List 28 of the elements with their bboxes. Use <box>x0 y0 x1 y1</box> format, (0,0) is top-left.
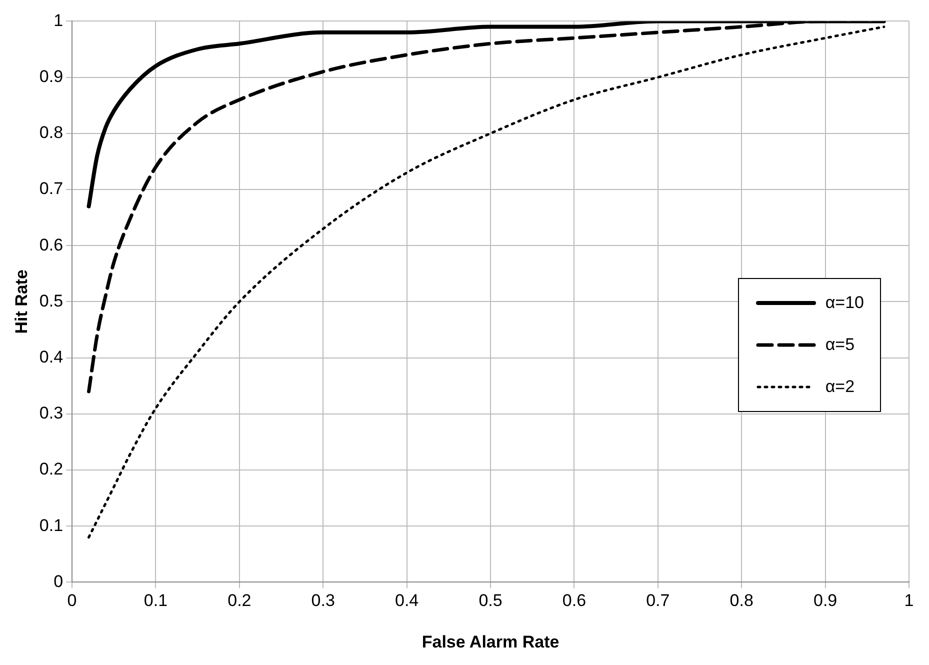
y-axis-title: Hit Rate <box>12 270 31 334</box>
x-tick-label: 0.5 <box>478 591 502 610</box>
legend-label: α=2 <box>825 377 855 397</box>
x-tick-label: 0.9 <box>813 591 838 610</box>
y-tick-label: 1 <box>54 10 64 30</box>
y-tick-label: 0.1 <box>39 516 64 535</box>
legend-label: α=5 <box>825 335 855 355</box>
y-tick-label: 0.4 <box>39 347 64 366</box>
x-tick-label: 0.2 <box>228 591 252 610</box>
x-axis-title: False Alarm Rate <box>422 632 560 652</box>
x-tick-label: 1 <box>904 591 914 610</box>
x-tick-label: 0 <box>67 591 77 610</box>
y-tick-label: 0.6 <box>39 235 64 254</box>
x-tick-label: 0.3 <box>311 591 335 610</box>
y-tick-label: 0.9 <box>39 66 64 86</box>
x-tick-label: 0.8 <box>730 591 754 610</box>
x-tick-label: 0.7 <box>646 591 670 610</box>
x-tick-label: 0.1 <box>144 591 168 610</box>
y-tick-label: 0.8 <box>39 123 64 142</box>
y-tick-label: 0 <box>54 572 64 591</box>
y-tick-label: 0.5 <box>39 291 64 310</box>
y-tick-label: 0.2 <box>39 460 64 479</box>
x-tick-label: 0.4 <box>395 591 419 610</box>
x-tick-label: 0.6 <box>562 591 586 610</box>
legend-label: α=10 <box>825 293 864 313</box>
y-tick-label: 0.3 <box>39 404 64 423</box>
y-tick-label: 0.7 <box>39 179 64 198</box>
line-series <box>88 26 886 539</box>
